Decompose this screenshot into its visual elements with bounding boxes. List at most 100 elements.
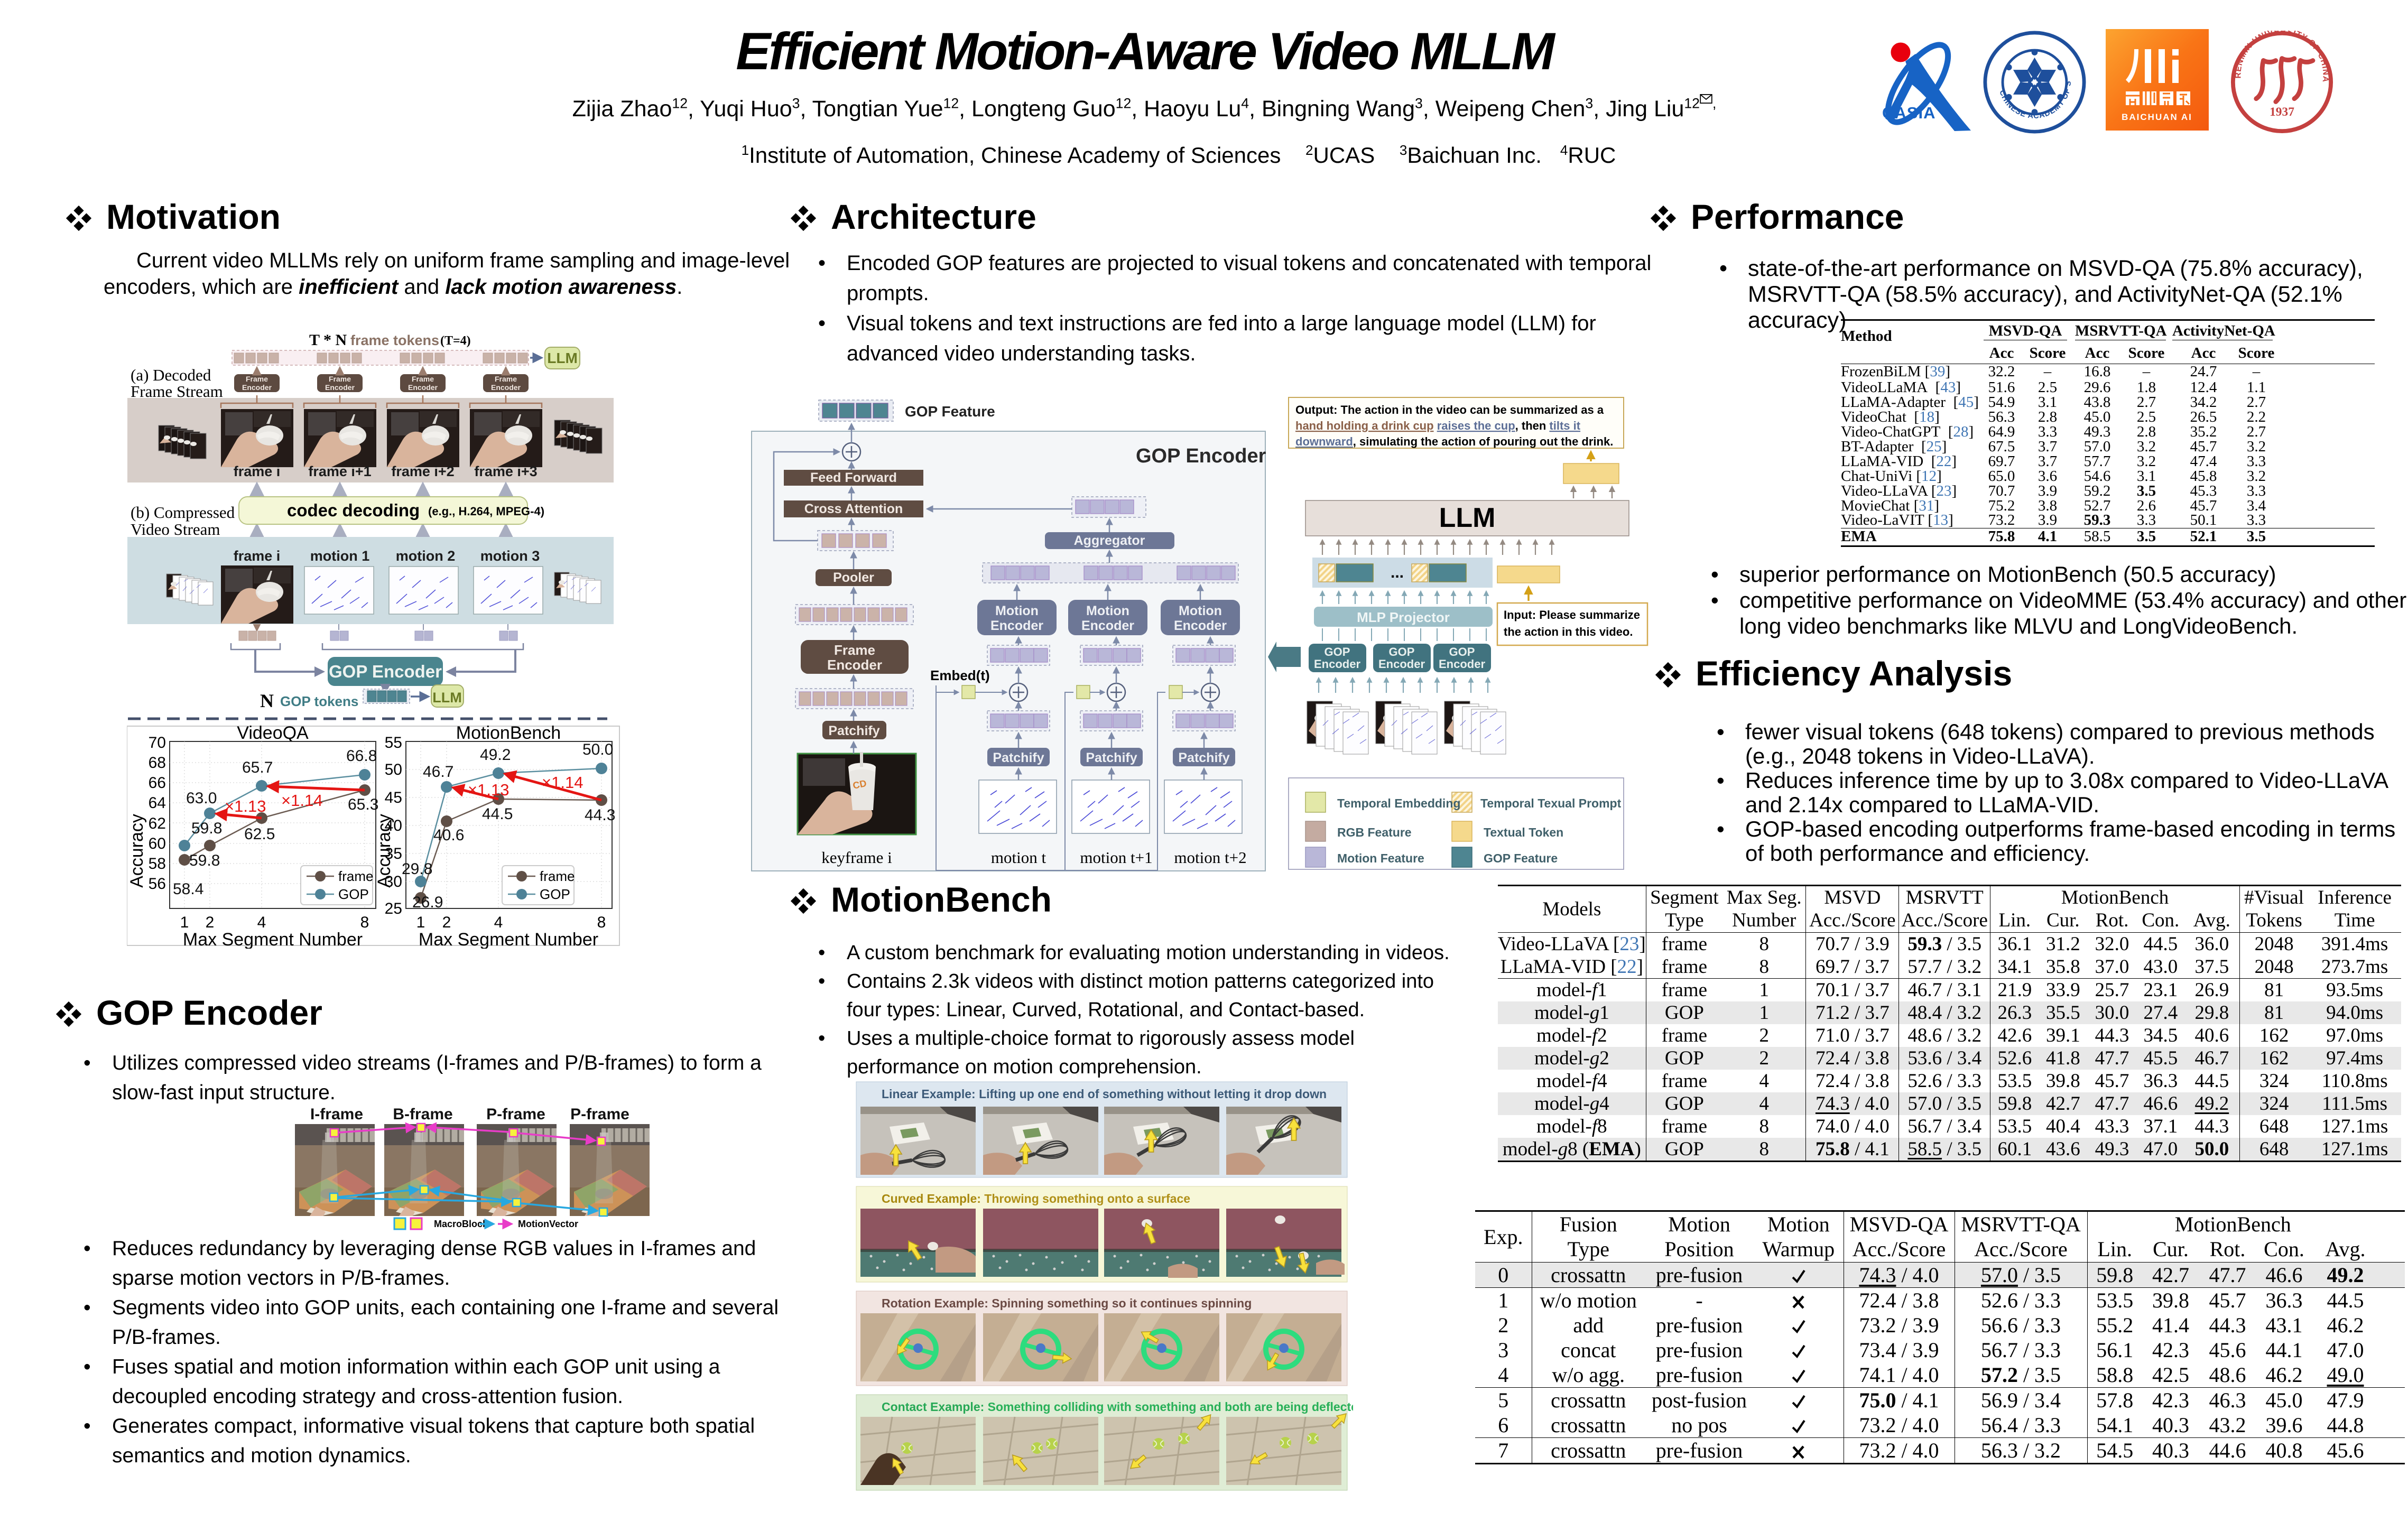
svg-text:Motion: Motion bbox=[1179, 604, 1222, 618]
svg-text:RGB Feature: RGB Feature bbox=[1337, 825, 1412, 839]
svg-text:frame tokens: frame tokens bbox=[350, 332, 439, 348]
svg-text:50.0: 50.0 bbox=[582, 741, 613, 758]
svg-text:59.8: 59.8 bbox=[189, 852, 220, 869]
svg-text:56: 56 bbox=[149, 875, 166, 893]
svg-text:LLM: LLM bbox=[432, 690, 461, 706]
svg-text:motion t+1: motion t+1 bbox=[1080, 848, 1152, 867]
svg-text:Rotation Example: Spinning som: Rotation Example: Spinning something so … bbox=[882, 1296, 1252, 1310]
svg-text:63.0: 63.0 bbox=[186, 790, 217, 807]
svg-text:44.5: 44.5 bbox=[482, 805, 513, 823]
svg-text:VideoQA: VideoQA bbox=[237, 724, 309, 743]
svg-text:Motion: Motion bbox=[995, 604, 1039, 618]
svg-text:×1.13: ×1.13 bbox=[225, 797, 266, 815]
svg-text:Frame Stream: Frame Stream bbox=[131, 382, 223, 401]
svg-text:GOP Feature: GOP Feature bbox=[1484, 851, 1558, 865]
svg-text:62: 62 bbox=[149, 815, 166, 832]
svg-text:30: 30 bbox=[385, 873, 402, 890]
svg-text:CASIA: CASIA bbox=[1882, 104, 1935, 122]
svg-text:T * N: T * N bbox=[309, 331, 347, 349]
svg-text:Pooler: Pooler bbox=[833, 570, 874, 585]
svg-text:GOP tokens: GOP tokens bbox=[280, 693, 358, 709]
svg-text:1937: 1937 bbox=[2270, 105, 2294, 119]
svg-text:...: ... bbox=[1391, 564, 1404, 581]
svg-text:4: 4 bbox=[257, 914, 266, 931]
svg-text:Accuracy: Accuracy bbox=[127, 814, 147, 888]
svg-text:66: 66 bbox=[149, 774, 166, 792]
svg-text:Encoder: Encoder bbox=[242, 383, 272, 392]
svg-text:Motion Feature: Motion Feature bbox=[1337, 851, 1424, 865]
svg-text:40: 40 bbox=[385, 817, 402, 834]
svg-text:Feed Forward: Feed Forward bbox=[810, 470, 897, 485]
svg-text:Output: The action in the vide: Output: The action in the video can be s… bbox=[1295, 403, 1604, 416]
svg-text:Motion: Motion bbox=[1086, 604, 1129, 618]
svg-text:P-frame: P-frame bbox=[570, 1106, 629, 1123]
svg-text:motion 1: motion 1 bbox=[310, 548, 370, 564]
svg-text:55: 55 bbox=[385, 734, 402, 751]
svg-text:59.8: 59.8 bbox=[191, 820, 222, 837]
svg-text:8: 8 bbox=[597, 914, 606, 931]
svg-text:2: 2 bbox=[206, 914, 215, 931]
svg-text:1: 1 bbox=[180, 914, 189, 931]
svg-text:BAICHUAN AI: BAICHUAN AI bbox=[2122, 112, 2192, 122]
svg-text:Max Segment Number: Max Segment Number bbox=[183, 930, 363, 949]
svg-text:Encoder: Encoder bbox=[1081, 618, 1134, 633]
svg-text:Cross Attention: Cross Attention bbox=[804, 502, 903, 516]
svg-text:frame: frame bbox=[540, 868, 575, 884]
svg-text:frame: frame bbox=[338, 868, 373, 884]
svg-text:50: 50 bbox=[385, 761, 402, 778]
svg-text:Encoder: Encoder bbox=[325, 383, 355, 392]
svg-text:Aggregator: Aggregator bbox=[1074, 533, 1145, 548]
svg-text:downward, simulating the actio: downward, simulating the action of pouri… bbox=[1295, 435, 1613, 448]
svg-text:motion 2: motion 2 bbox=[396, 548, 456, 564]
svg-text:Temporal Embedding: Temporal Embedding bbox=[1337, 796, 1460, 810]
svg-text:motion t: motion t bbox=[991, 848, 1046, 867]
svg-text:40.6: 40.6 bbox=[433, 827, 464, 844]
svg-text:2: 2 bbox=[442, 914, 451, 931]
svg-text:64: 64 bbox=[149, 794, 166, 812]
svg-text:Frame: Frame bbox=[329, 375, 351, 383]
svg-text:Patchify: Patchify bbox=[1086, 750, 1137, 765]
svg-text:60: 60 bbox=[149, 835, 166, 852]
svg-text:Frame: Frame bbox=[246, 375, 268, 383]
svg-text:(a) Decoded: (a) Decoded bbox=[131, 366, 211, 384]
svg-text:codec decoding: codec decoding bbox=[287, 500, 420, 520]
svg-text:4: 4 bbox=[494, 914, 503, 931]
svg-text:MLP Projector: MLP Projector bbox=[1357, 609, 1450, 625]
svg-text:Frame: Frame bbox=[412, 375, 434, 383]
svg-text:Curved Example: Throwing somet: Curved Example: Throwing something onto … bbox=[882, 1192, 1190, 1205]
svg-text:LLM: LLM bbox=[547, 350, 578, 366]
svg-text:35: 35 bbox=[385, 845, 402, 862]
svg-text:frame i: frame i bbox=[234, 548, 281, 564]
svg-text:29.8: 29.8 bbox=[402, 860, 432, 878]
svg-text:62.5: 62.5 bbox=[244, 825, 275, 843]
svg-text:Max Segment Number: Max Segment Number bbox=[419, 930, 598, 949]
svg-text:Patchify: Patchify bbox=[993, 750, 1044, 765]
svg-text:hand holding a drink cup raise: hand holding a drink cup raises the cup,… bbox=[1295, 419, 1581, 432]
svg-text:46.7: 46.7 bbox=[423, 763, 453, 781]
svg-text:GOP Encoder: GOP Encoder bbox=[329, 662, 442, 681]
svg-text:GOP: GOP bbox=[540, 886, 570, 902]
svg-text:58: 58 bbox=[149, 855, 166, 873]
svg-text:P-frame: P-frame bbox=[486, 1106, 545, 1123]
svg-text:Patchify: Patchify bbox=[828, 723, 879, 738]
svg-text:Encoder: Encoder bbox=[990, 618, 1043, 633]
svg-text:58.4: 58.4 bbox=[173, 880, 203, 898]
svg-text:GOP: GOP bbox=[338, 886, 369, 902]
svg-text:49.2: 49.2 bbox=[480, 746, 511, 764]
svg-text:GOP Feature: GOP Feature bbox=[905, 403, 995, 420]
svg-text:Linear Example: Lifting up one: Linear Example: Lifting up one end of so… bbox=[882, 1087, 1327, 1101]
svg-text:1: 1 bbox=[416, 914, 425, 931]
svg-text:Input: Please summarize: Input: Please summarize bbox=[1504, 608, 1640, 621]
svg-text:frame i+2: frame i+2 bbox=[391, 463, 454, 479]
svg-text:Accuracy: Accuracy bbox=[374, 814, 394, 888]
svg-text:45: 45 bbox=[385, 789, 402, 806]
svg-text:keyframe i: keyframe i bbox=[821, 848, 892, 867]
svg-text:66.8: 66.8 bbox=[346, 747, 377, 765]
svg-text:65.7: 65.7 bbox=[242, 759, 273, 776]
svg-text:GOP Encoder: GOP Encoder bbox=[1136, 445, 1266, 467]
svg-text:frame i+3: frame i+3 bbox=[474, 463, 537, 479]
svg-text:LLM: LLM bbox=[1439, 503, 1496, 533]
svg-text:frame i+1: frame i+1 bbox=[308, 463, 371, 479]
svg-text:Contact Example: Something col: Contact Example: Something colliding wit… bbox=[882, 1400, 1353, 1414]
svg-text:25: 25 bbox=[385, 900, 402, 917]
